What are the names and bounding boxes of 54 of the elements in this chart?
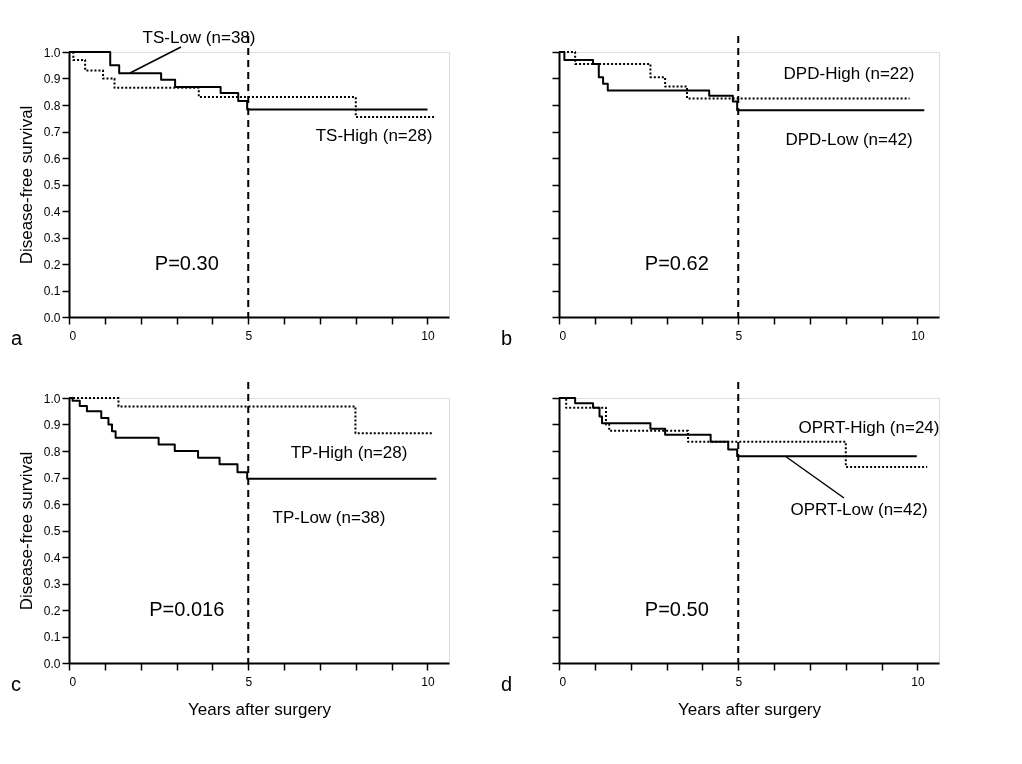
y-tick-label: 0.9 [43, 418, 61, 432]
y-tick-label: 0.6 [43, 497, 61, 512]
series-label: TP-High (n=28) [290, 443, 408, 462]
x-tick-label: 5 [735, 674, 743, 689]
series-label: TP-Low (n=38) [272, 508, 386, 527]
series-label: DPD-Low (n=42) [785, 130, 913, 149]
x-tick-label: 5 [735, 328, 743, 343]
y-tick-label: 0.6 [43, 151, 61, 166]
y-tick-label: 0.3 [43, 231, 61, 245]
y-tick-label: 0.7 [43, 471, 61, 485]
y-tick-label: 0.9 [43, 72, 61, 86]
text: d [501, 673, 513, 695]
text: c [11, 673, 21, 695]
text: b [501, 327, 513, 349]
y-axis-title: Disease-free survival [16, 105, 36, 265]
annotation: P=0.50 [644, 598, 709, 620]
y-axis-title: Disease-free survival [16, 451, 36, 611]
y-tick-label: 0.5 [43, 524, 61, 538]
y-tick-label: 0.2 [43, 603, 61, 618]
y-tick-label: 0.8 [43, 444, 61, 459]
x-axis-title: Years after surgery [678, 699, 822, 719]
x-tick-label: 0 [559, 328, 567, 343]
x-axis-title: Years after surgery [188, 699, 332, 719]
series-label: OPRT-High (n=24) [798, 418, 940, 437]
y-tick-label: 0.5 [43, 178, 61, 192]
text: a [11, 327, 23, 349]
y-tick-label: 0.8 [43, 98, 61, 113]
y-tick-label: 1.0 [43, 45, 61, 60]
x-tick-label: 5 [245, 328, 253, 343]
y-tick-label: 0.1 [43, 284, 61, 298]
x-tick-label: 0 [69, 674, 77, 689]
x-tick-label: 10 [421, 674, 435, 689]
x-tick-label: 0 [559, 674, 567, 689]
y-tick-label: 0.0 [43, 310, 61, 325]
y-tick-label: 0.3 [43, 577, 61, 591]
y-tick-label: 0.4 [43, 550, 61, 565]
annotation: P=0.30 [154, 252, 219, 274]
series-label: DPD-High (n=22) [783, 64, 915, 83]
annotation: P=0.016 [149, 598, 225, 620]
text: OPRT-Low (n=42) [790, 500, 928, 519]
series-label: TS-High (n=28) [315, 126, 433, 145]
y-tick-label: 0.7 [43, 125, 61, 139]
annotation: P=0.62 [644, 252, 709, 274]
y-tick-label: 0.4 [43, 204, 61, 219]
y-tick-label: 0.2 [43, 257, 61, 272]
x-tick-label: 10 [911, 328, 925, 343]
y-tick-label: 0.1 [43, 630, 61, 644]
x-tick-label: 10 [421, 328, 435, 343]
series-label: TS-Low (n=38) [142, 28, 256, 47]
y-tick-label: 1.0 [43, 391, 61, 406]
y-tick-label: 0.0 [43, 656, 61, 671]
x-tick-label: 5 [245, 674, 253, 689]
x-tick-label: 10 [911, 674, 925, 689]
x-tick-label: 0 [69, 328, 77, 343]
